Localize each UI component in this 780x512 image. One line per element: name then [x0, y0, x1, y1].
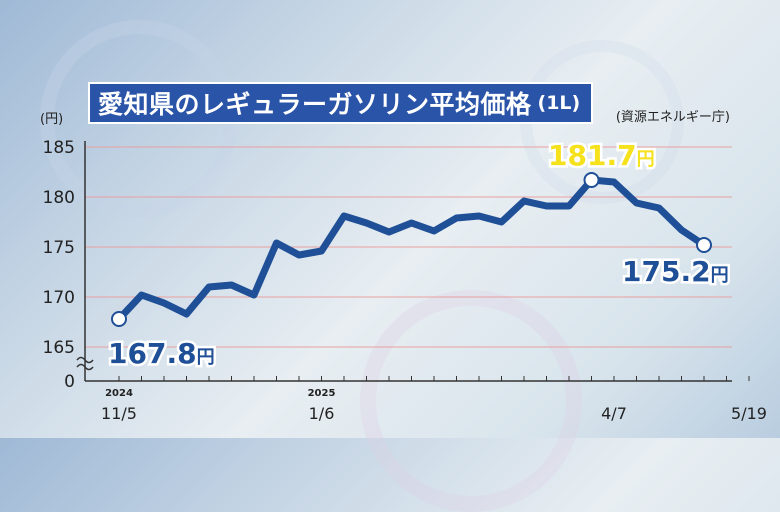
data-value-number: 167.8 [108, 337, 197, 370]
axis-break-mark [76, 356, 94, 364]
data-point-marker [583, 172, 600, 188]
x-tick-label: 11/5 [101, 404, 137, 423]
data-value-number: 175.2 [622, 255, 711, 288]
y-tick-labels: 185 180 175 170 165 0 [43, 138, 75, 392]
data-value-unit: 円 [711, 265, 729, 286]
x-tick-label: 1/6 [309, 404, 335, 423]
data-value-label: 175.2円 [622, 255, 729, 288]
data-value-label: 167.8円 [108, 337, 215, 370]
y-tick-label: 165 [43, 338, 75, 358]
x-tick-label: 5/19 [731, 404, 767, 423]
data-point-marker [696, 237, 712, 253]
gridlines [85, 146, 732, 348]
data-value-unit: 円 [197, 347, 215, 368]
source-label: (資源エネルギー庁) [615, 110, 730, 125]
price-line [115, 176, 708, 323]
x-year-label: 2024 [105, 388, 133, 399]
data-value-unit: 円 [637, 149, 655, 170]
axis-break-mark [76, 363, 94, 371]
x-axis: 2024 11/5 2025 1/6 4/7 5/19 [76, 141, 767, 423]
data-value-label: 181.7円 [548, 139, 655, 172]
price-series [115, 176, 708, 323]
y-tick-label: 170 [43, 288, 75, 308]
data-point-marker [111, 311, 127, 327]
y-tick-label: 0 [64, 372, 75, 392]
chart-title-box: 愛知県のレギュラーガソリン平均価格 (1L) [88, 82, 593, 124]
y-tick-label: 175 [43, 238, 75, 258]
y-tick-label: 185 [43, 138, 75, 158]
x-year-label: 2025 [308, 388, 336, 399]
y-axis-unit: (円) [40, 112, 64, 127]
x-tick-label: 4/7 [601, 404, 627, 423]
chart-title-unit: (1L) [537, 92, 581, 114]
data-value-number: 181.7 [548, 139, 637, 172]
y-tick-label: 180 [43, 188, 75, 208]
chart-title: 愛知県のレギュラーガソリン平均価格 [98, 90, 532, 119]
